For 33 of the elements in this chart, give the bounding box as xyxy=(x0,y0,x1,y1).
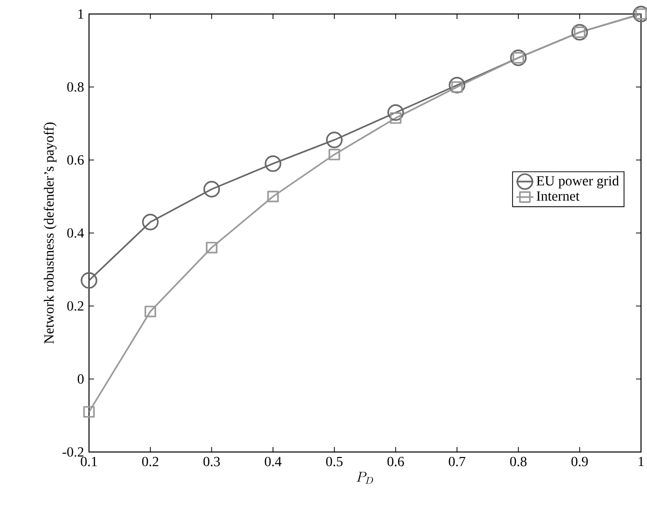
y-tick-label: -0.2 xyxy=(62,447,84,457)
y-tick-label: 1 xyxy=(78,9,84,19)
y-tick-label: 0.2 xyxy=(67,301,84,311)
point xyxy=(326,132,343,148)
point xyxy=(448,76,466,94)
x-tick-label: 0.3 xyxy=(203,456,220,466)
point xyxy=(80,272,98,289)
point xyxy=(328,148,340,160)
x-tick-label: 0.4 xyxy=(264,456,282,466)
point xyxy=(264,155,282,172)
x-axis-title: $P_D$ xyxy=(356,472,374,484)
point xyxy=(267,190,279,202)
x-tick-label: 0.1 xyxy=(80,456,97,466)
point xyxy=(387,104,404,121)
x-tick-label: 0.5 xyxy=(326,456,343,466)
x-tick-label: 0.7 xyxy=(448,456,466,466)
point xyxy=(206,242,218,254)
legend-label: EU power grid xyxy=(536,176,619,188)
point xyxy=(203,180,220,198)
y-tick-label: 0.4 xyxy=(67,228,84,238)
x-tick-label: 0.9 xyxy=(571,456,588,466)
point xyxy=(144,306,156,318)
x-tick-label: 1 xyxy=(638,456,644,466)
x-tick-label: 0.6 xyxy=(387,456,404,466)
y-tick-label: 0.6 xyxy=(67,155,84,165)
point xyxy=(83,406,95,418)
point xyxy=(142,214,159,230)
legend-label: Internet xyxy=(536,191,580,201)
y-axis-title: Network robustness (defender’s payoff) xyxy=(44,122,57,344)
x-tick-label: 0.8 xyxy=(510,456,527,466)
x-tick-label: 0.2 xyxy=(142,456,158,466)
y-tick-label: 0.8 xyxy=(67,82,84,92)
y-tick-label: 0 xyxy=(78,374,84,384)
